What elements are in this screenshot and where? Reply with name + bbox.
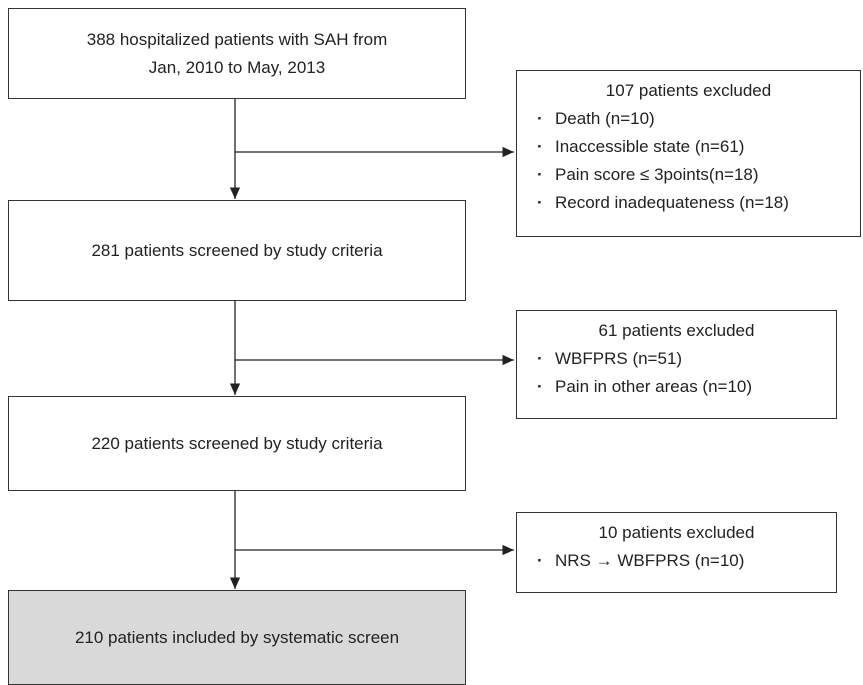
node-text: 281 patients screened by study criteria <box>91 240 383 260</box>
exclusion-box: 10 patients excluded NRS → WBFPRS (n=10) <box>516 512 837 593</box>
node-text: Jan, 2010 to May, 2013 <box>148 57 326 77</box>
exclusion-item: WBFPRS (n=51) <box>517 345 836 373</box>
node-text: 388 hospitalized patients with SAH from <box>86 29 388 49</box>
exclusion-box: 61 patients excluded WBFPRS (n=51)Pain in… <box>516 310 837 419</box>
exclusion-title: 61 patients excluded <box>598 321 755 340</box>
exclusion-item: Pain score ≤ 3points(n=18) <box>517 161 860 189</box>
exclusion-title: 10 patients excluded <box>598 523 755 542</box>
exclusion-box: 107 patients excluded Death (n=10)Inacces… <box>516 70 861 237</box>
node: 210 patients included by systematic scre… <box>8 590 466 685</box>
node: 388 hospitalized patients with SAH from J… <box>8 8 466 99</box>
exclusion-item: NRS → WBFPRS (n=10) <box>517 547 836 575</box>
node: 281 patients screened by study criteria <box>8 200 466 301</box>
node-text: 210 patients included by systematic scre… <box>74 627 400 647</box>
node: 220 patients screened by study criteria <box>8 396 466 491</box>
exclusion-title: 107 patients excluded <box>605 81 772 100</box>
exclusion-item: Record inadequateness (n=18) <box>517 189 860 217</box>
exclusion-item: Death (n=10) <box>517 105 860 133</box>
exclusion-item: Pain in other areas (n=10) <box>517 373 836 401</box>
exclusion-item: Inaccessible state (n=61) <box>517 133 860 161</box>
node-text: 220 patients screened by study criteria <box>91 433 383 453</box>
